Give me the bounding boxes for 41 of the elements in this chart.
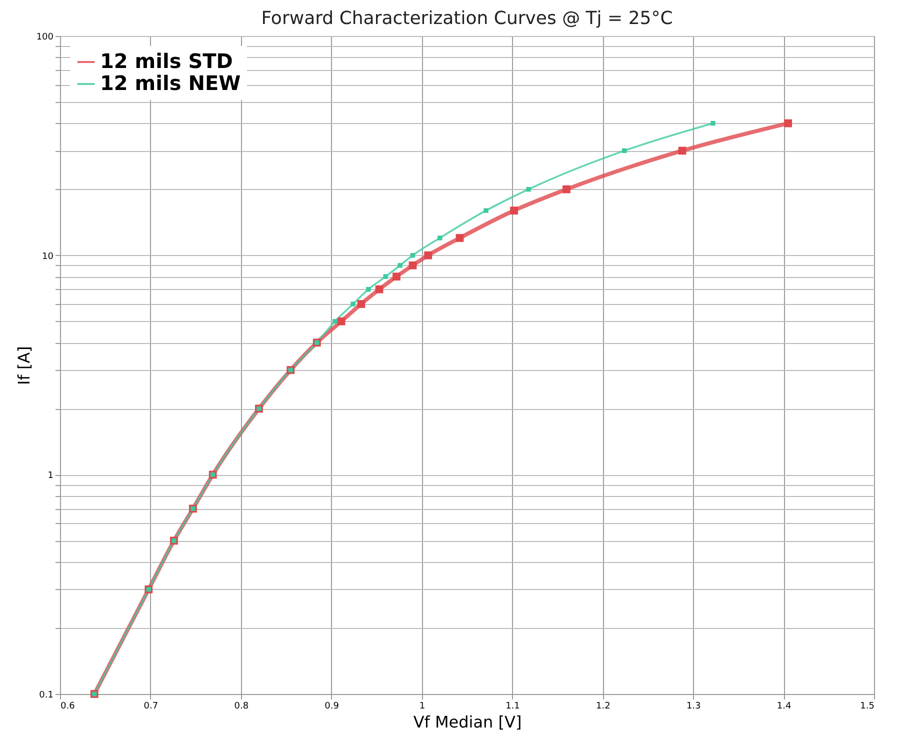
- point: [366, 286, 371, 292]
- x-tick-label: 0.9: [324, 702, 340, 712]
- legend-label: 12 mils NEW: [100, 71, 241, 95]
- x-tick-label: 1.4: [776, 702, 792, 712]
- point: [526, 186, 531, 192]
- point: [484, 208, 488, 213]
- x-tick-label: 1: [419, 702, 426, 712]
- point: [622, 148, 627, 154]
- x-axis-title: Vf Median [V]: [413, 712, 522, 732]
- y-tick-label: 10: [42, 252, 54, 262]
- point: [350, 302, 356, 306]
- x-tick-label: 1.1: [506, 702, 520, 712]
- point: [784, 119, 792, 128]
- x-tick-label: 1.2: [596, 702, 610, 712]
- point: [383, 274, 388, 279]
- x-tick-label: 1.3: [686, 702, 701, 712]
- point: [392, 272, 400, 281]
- point: [332, 319, 338, 324]
- point: [438, 236, 442, 240]
- y-tick-label: 0.1: [39, 690, 54, 700]
- point: [357, 300, 366, 308]
- point: [410, 252, 416, 258]
- point: [678, 146, 686, 155]
- point: [710, 120, 716, 126]
- point: [375, 285, 384, 294]
- point: [337, 317, 346, 326]
- point: [456, 234, 464, 242]
- y-axis-title: If [A]: [14, 346, 34, 385]
- chart-title: Forward Characterization Curves @ Tj = 25°C: [261, 8, 673, 29]
- x-tick-label: 1.5: [860, 702, 874, 712]
- point: [408, 261, 417, 270]
- point: [424, 251, 432, 260]
- legend-label: 12 mils STD: [100, 49, 233, 73]
- y-tick-label: 1: [48, 471, 54, 482]
- x-tick-label: 0.8: [234, 702, 249, 712]
- point: [510, 206, 518, 214]
- y-tick-label: 100: [36, 32, 54, 42]
- point: [398, 263, 402, 268]
- x-tick-label: 0.7: [144, 702, 158, 712]
- point: [562, 185, 570, 194]
- x-tick-label: 0.6: [60, 702, 76, 712]
